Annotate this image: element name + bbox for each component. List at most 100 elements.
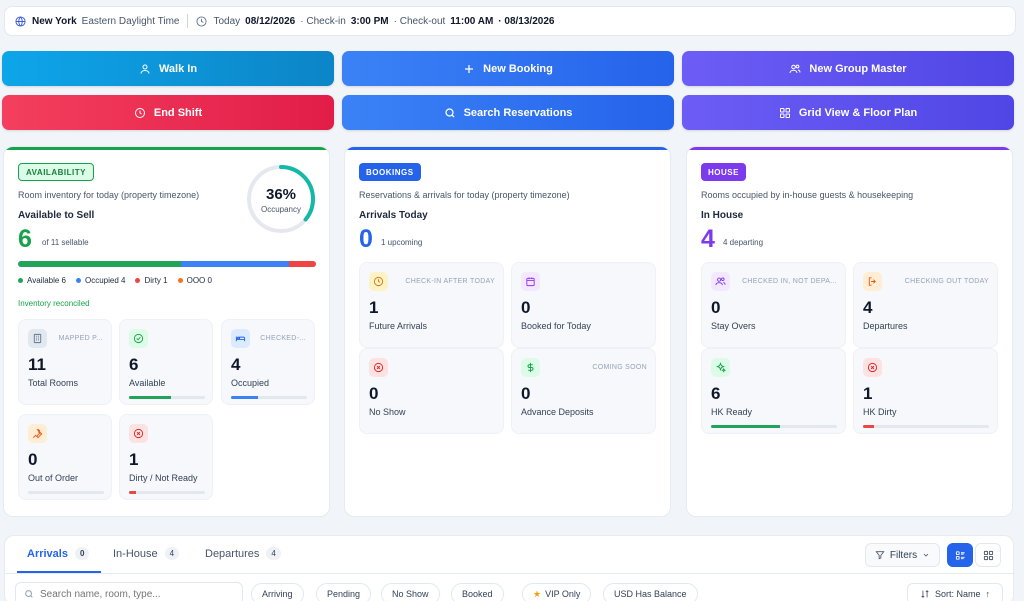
search-reservations-label: Search Reservations — [463, 106, 573, 119]
dollar-icon — [521, 358, 540, 377]
no-show-label: No Show — [369, 407, 406, 417]
sort-icon — [921, 590, 929, 598]
check-circle-icon — [129, 329, 148, 348]
available-to-sell-label: Available to Sell — [18, 210, 95, 221]
available-card[interactable]: 6 Available — [119, 319, 213, 405]
tab-divider — [5, 573, 1013, 574]
stay-overs-caption: CHECKED IN, NOT DEPA... — [742, 278, 837, 285]
dirty-not-ready-card[interactable]: 1 Dirty / Not Ready — [119, 414, 213, 500]
new-booking-label: New Booking — [483, 62, 553, 75]
hk-dirty-value: 1 — [863, 384, 873, 403]
departures-card[interactable]: CHECKING OUT TODAY 4 Departures — [853, 262, 998, 348]
no-show-value: 0 — [369, 384, 379, 403]
filter-chip-has-balance[interactable]: USD Has Balance — [603, 583, 698, 601]
house-badge: HOUSE — [701, 163, 746, 181]
grid-view-button[interactable] — [975, 543, 1001, 567]
future-arrivals-value: 1 — [369, 298, 379, 317]
available-label: Available — [129, 378, 166, 388]
departures-label: Departures — [863, 321, 908, 331]
grid-view-floor-plan-button[interactable]: Grid View & Floor Plan — [682, 95, 1014, 130]
search-input[interactable] — [40, 588, 230, 600]
out-of-order-progress — [28, 491, 104, 494]
in-house-value: 4 — [701, 225, 715, 253]
occupied-value: 4 — [231, 355, 241, 374]
search-icon — [25, 590, 33, 598]
search-reservations-button[interactable]: Search Reservations — [342, 95, 674, 130]
tab-in-house-count: 4 — [164, 547, 180, 560]
filter-chip-arriving[interactable]: Arriving — [251, 583, 304, 601]
user-icon — [140, 64, 150, 74]
booked-for-today-card[interactable]: 0 Booked for Today — [511, 262, 656, 348]
house-description: Rooms occupied by in-house guests & hous… — [701, 190, 914, 200]
divider — [187, 14, 189, 28]
occupancy-percent: 36% — [265, 186, 297, 203]
total-rooms-value: 11 — [28, 355, 46, 374]
wrench-icon — [28, 424, 47, 443]
checkout-label: · Check-out — [393, 15, 446, 27]
tab-departures[interactable]: Departures 4 — [205, 547, 281, 560]
future-arrivals-card[interactable]: CHECK-IN AFTER TODAY 1 Future Arrivals — [359, 262, 504, 348]
info-bar: New York Eastern Daylight Time Today 08/… — [4, 6, 1016, 36]
tab-departures-label: Departures — [205, 547, 260, 560]
tab-arrivals[interactable]: Arrivals 0 — [27, 547, 90, 560]
checkin-time: 3:00 PM — [350, 15, 389, 27]
stay-overs-card[interactable]: CHECKED IN, NOT DEPA... 0 Stay Overs — [701, 262, 846, 348]
grid-icon — [983, 550, 993, 560]
occupancy-label: Occupancy — [260, 205, 302, 214]
tab-departures-count: 4 — [266, 547, 281, 560]
tab-in-house[interactable]: In-House 4 — [113, 547, 180, 560]
no-show-card[interactable]: 0 No Show — [359, 348, 504, 434]
filters-button[interactable]: Filters — [865, 543, 940, 567]
booked-for-today-value: 0 — [521, 298, 531, 317]
occupied-caption: CHECKED-... — [260, 335, 306, 342]
sort-label: Sort: Name — [934, 589, 981, 599]
panel-accent — [4, 147, 329, 150]
globe-icon — [15, 15, 26, 27]
filter-chip-booked[interactable]: Booked — [451, 583, 504, 601]
hk-ready-value: 6 — [711, 384, 721, 403]
dirty-progress — [129, 491, 205, 494]
advance-deposits-card[interactable]: COMING SOON 0 Advance Deposits — [511, 348, 656, 434]
sparkles-icon — [711, 358, 730, 377]
hk-ready-card[interactable]: 6 HK Ready — [701, 348, 846, 434]
departures-value: 4 — [863, 298, 873, 317]
filter-chip-pending[interactable]: Pending — [316, 583, 372, 601]
tab-arrivals-label: Arrivals — [27, 547, 68, 560]
new-group-master-button[interactable]: New Group Master — [682, 51, 1014, 86]
checkout-date: · 08/13/2026 — [498, 15, 555, 27]
x-circle-icon — [129, 424, 148, 443]
future-arrivals-label: Future Arrivals — [369, 321, 428, 331]
stack-segment-occupied — [180, 261, 289, 267]
panel-accent — [687, 147, 1012, 150]
list-icon — [955, 550, 965, 560]
walk-in-button[interactable]: Walk In — [2, 51, 334, 86]
filter-icon — [875, 551, 885, 560]
search-icon — [444, 107, 455, 117]
building-icon — [28, 329, 47, 348]
calendar-icon — [521, 272, 540, 291]
hk-dirty-card[interactable]: 1 HK Dirty — [853, 348, 998, 434]
out-of-order-card[interactable]: 0 Out of Order — [18, 414, 112, 500]
clock-icon — [369, 272, 388, 291]
occupied-card[interactable]: CHECKED-... 4 Occupied — [221, 319, 315, 405]
list-view-button[interactable] — [947, 543, 973, 567]
stack-segment-available — [18, 261, 181, 267]
sellable-count: of 11 sellable — [42, 238, 89, 247]
future-arrivals-caption: CHECK-IN AFTER TODAY — [405, 278, 495, 285]
occupancy-ring-fill — [247, 165, 315, 233]
new-booking-button[interactable]: New Booking — [342, 51, 674, 86]
end-shift-button[interactable]: End Shift — [2, 95, 334, 130]
filter-chip-no-show[interactable]: No Show — [381, 583, 440, 601]
hk-dirty-progress — [863, 425, 989, 428]
city-name: New York — [32, 15, 77, 27]
filter-chip-vip-only[interactable]: ★ VIP Only — [522, 583, 592, 601]
inventory-stack-bar — [18, 261, 316, 267]
logout-icon — [863, 272, 882, 291]
x-circle-icon — [369, 358, 388, 377]
hk-ready-progress — [711, 425, 837, 428]
total-rooms-card[interactable]: MAPPED P... 11 Total Rooms — [18, 319, 112, 405]
stay-overs-value: 0 — [711, 298, 721, 317]
sort-button[interactable]: Sort: Name ↑ — [907, 583, 1003, 601]
bookings-description: Reservations & arrivals for today (prope… — [359, 190, 570, 200]
in-house-label: In House — [701, 210, 744, 221]
